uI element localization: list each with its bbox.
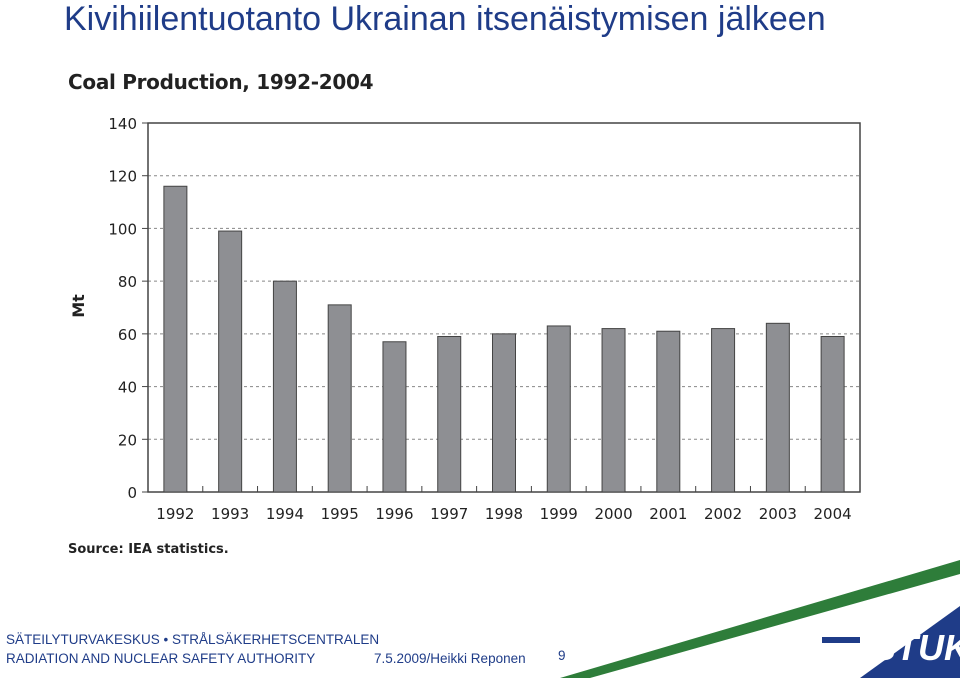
y-tick-label: 40	[118, 379, 137, 397]
bar-1995	[327, 304, 352, 493]
bar-1997	[437, 335, 462, 493]
x-tick-label: 1993	[211, 505, 249, 523]
bar-2001	[656, 330, 681, 493]
bar-1994	[272, 280, 297, 493]
bar-1999	[546, 325, 571, 493]
x-tick-label: 1992	[156, 505, 194, 523]
bar-2000	[601, 328, 626, 493]
y-tick-label: 20	[118, 431, 137, 449]
stuk-swoosh-icon	[816, 626, 868, 664]
x-tick-label: 2003	[759, 505, 797, 523]
stuk-logo: STUK	[560, 560, 960, 678]
y-tick-label: 80	[118, 273, 137, 291]
logo-blue-stripe	[860, 606, 960, 678]
chart-title: Coal Production, 1992-2004	[68, 70, 374, 94]
x-tick-label: 1996	[375, 505, 413, 523]
x-tick-label: 1994	[266, 505, 304, 523]
bar-1998	[492, 333, 516, 493]
x-tick-label: 2001	[649, 505, 687, 523]
logo-green-stripe	[560, 560, 960, 678]
y-tick-label: 100	[108, 220, 137, 238]
y-axis-label: Mt	[69, 294, 88, 318]
org-name-line2: RADIATION AND NUCLEAR SAFETY AUTHORITY	[6, 651, 316, 666]
bar-1993	[218, 230, 243, 493]
y-tick-label: 140	[108, 115, 137, 133]
chart-source: Source: IEA statistics.	[68, 542, 229, 557]
x-tick-label: 1999	[540, 505, 578, 523]
slide-title: Kivihiilentuotanto Ukrainan itsenäistymi…	[64, 0, 826, 38]
y-tick-label: 60	[118, 326, 137, 344]
x-tick-label: 1997	[430, 505, 468, 523]
footer-date-author: 7.5.2009/Heikki Reponen	[374, 651, 526, 666]
bar-1996	[382, 341, 407, 493]
y-tick-label: 120	[108, 168, 137, 186]
org-name-line1: SÄTEILYTURVAKESKUS • STRÅLSÄKERHETSCENTR…	[6, 632, 380, 647]
x-tick-label: 1998	[485, 505, 523, 523]
x-tick-label: 1995	[321, 505, 359, 523]
stuk-logo-text: STUK	[872, 627, 960, 668]
x-tick-label: 2000	[594, 505, 632, 523]
x-tick-label: 2004	[814, 505, 852, 523]
bar-2004	[820, 335, 845, 493]
bar-2002	[711, 328, 736, 493]
y-tick-label: 0	[127, 484, 137, 502]
page-number: 9	[558, 648, 566, 663]
bar-2003	[765, 322, 790, 493]
bar-1992	[163, 185, 188, 493]
x-tick-label: 2002	[704, 505, 742, 523]
